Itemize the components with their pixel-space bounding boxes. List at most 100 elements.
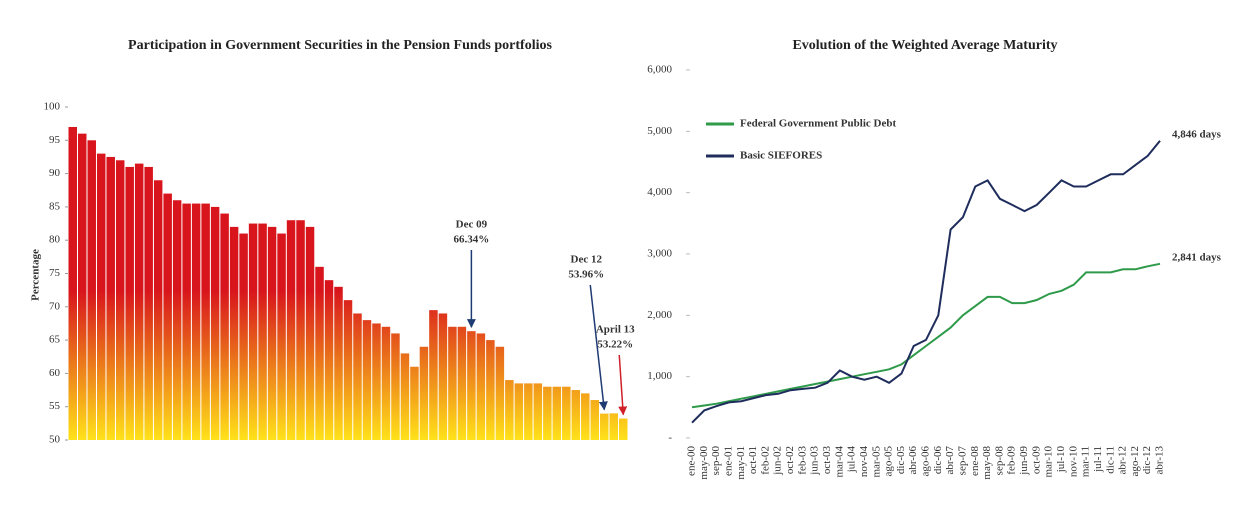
y-tick-label: 3,000 xyxy=(647,248,672,260)
x-tick-label: mar-04 xyxy=(833,446,845,478)
x-tick-label: mar-05 xyxy=(870,446,882,478)
x-tick-label: ene-08 xyxy=(969,446,981,476)
bar xyxy=(476,333,486,440)
bar xyxy=(457,326,467,440)
x-tick-label: oct-01 xyxy=(747,446,759,474)
chart-title: Evolution of the Weighted Average Maturi… xyxy=(792,38,1057,53)
x-tick-label: jul-04 xyxy=(846,446,858,474)
y-tick-label: 75 xyxy=(49,267,61,279)
data-label: 4,846 days xyxy=(1172,128,1222,140)
bar xyxy=(562,386,571,440)
bar xyxy=(467,331,476,440)
x-tick-label: nov-04 xyxy=(858,446,870,478)
bar xyxy=(144,166,153,440)
y-tick-label: 6,000 xyxy=(647,64,672,76)
x-tick-label: oct-09 xyxy=(1030,446,1042,475)
bar xyxy=(438,313,448,440)
data-label: 2,841 days xyxy=(1172,251,1222,263)
bar xyxy=(581,393,590,440)
bar xyxy=(172,200,182,440)
x-tick-label: feb-02 xyxy=(759,446,771,475)
bar xyxy=(495,346,505,440)
bar xyxy=(448,326,457,440)
data-label: 53.22% xyxy=(597,339,633,351)
y-tick-label: 70 xyxy=(49,300,61,312)
bar xyxy=(391,333,400,440)
bar xyxy=(134,163,144,441)
bar xyxy=(182,203,191,440)
bar xyxy=(153,180,163,440)
x-tick-label: jul-11 xyxy=(1092,446,1104,473)
x-tick-label: feb-03 xyxy=(796,446,808,475)
bar xyxy=(220,213,229,440)
annotation: Dec 09 xyxy=(456,219,488,231)
y-tick-label: 55 xyxy=(49,400,61,412)
bar xyxy=(381,326,391,440)
x-tick-label: may-08 xyxy=(981,446,993,480)
bar xyxy=(600,413,609,440)
y-tick-label: 90 xyxy=(49,167,61,179)
bar xyxy=(96,153,106,440)
y-tick-label: 85 xyxy=(49,200,61,212)
bar xyxy=(125,166,134,440)
bar xyxy=(571,390,581,440)
bar xyxy=(609,413,619,440)
x-tick-label: ago-06 xyxy=(920,446,932,477)
x-tick-label: sep-00 xyxy=(710,446,722,476)
bar xyxy=(258,223,267,440)
x-tick-label: may-00 xyxy=(698,446,710,480)
bar xyxy=(524,383,533,440)
y-tick-label: - xyxy=(668,432,672,444)
x-tick-label: abr-06 xyxy=(907,446,919,475)
x-tick-label: mar-10 xyxy=(1043,446,1055,478)
x-tick-label: dic-06 xyxy=(932,446,944,475)
bar xyxy=(505,380,514,440)
bar xyxy=(305,226,315,440)
legend-label: Federal Government Public Debt xyxy=(740,118,896,130)
bar xyxy=(533,383,543,440)
bar xyxy=(419,346,429,440)
bar xyxy=(248,223,258,440)
y-tick-label: 1,000 xyxy=(647,370,672,382)
bar xyxy=(239,233,248,440)
x-tick-label: jun-03 xyxy=(809,446,821,476)
bar xyxy=(486,340,495,440)
x-tick-label: jul-10 xyxy=(1055,446,1067,474)
bar xyxy=(229,226,239,440)
annotation: April 13 xyxy=(596,324,635,336)
x-tick-label: feb-09 xyxy=(1006,446,1018,475)
x-tick-label: oct-02 xyxy=(784,446,796,474)
bar xyxy=(372,323,381,440)
bar xyxy=(68,126,77,440)
bar xyxy=(201,203,210,440)
x-tick-label: dic-11 xyxy=(1104,446,1116,474)
data-label: 53.96% xyxy=(568,269,604,281)
x-tick-label: nov-10 xyxy=(1067,446,1079,478)
bar xyxy=(514,383,524,440)
bar xyxy=(552,386,562,440)
bar xyxy=(106,156,115,440)
bar xyxy=(267,226,277,440)
x-tick-label: abr-12 xyxy=(1117,446,1129,475)
bar xyxy=(286,220,296,440)
bar xyxy=(210,206,220,440)
bar xyxy=(362,320,372,440)
x-tick-label: sep-08 xyxy=(993,446,1005,476)
bar xyxy=(191,203,201,440)
bar xyxy=(324,280,334,440)
bar xyxy=(410,366,419,440)
x-tick-label: dic-05 xyxy=(895,446,907,475)
y-tick-label: 2,000 xyxy=(647,309,672,321)
data-label: 66.34% xyxy=(454,234,490,246)
y-tick-label: 5,000 xyxy=(647,125,672,137)
bar xyxy=(115,160,125,440)
x-tick-label: ago-12 xyxy=(1129,446,1141,477)
bar xyxy=(334,286,343,440)
line-series xyxy=(691,140,1161,424)
x-tick-label: ago-05 xyxy=(883,446,895,477)
arrow xyxy=(618,354,628,416)
x-tick-label: mar-11 xyxy=(1080,446,1092,477)
bar xyxy=(353,313,362,440)
bar xyxy=(343,300,353,440)
